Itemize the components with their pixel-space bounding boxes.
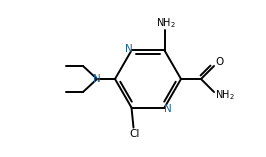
Text: N: N [93, 74, 101, 84]
Text: O: O [215, 57, 223, 67]
Text: NH$_2$: NH$_2$ [215, 88, 235, 102]
Text: N: N [125, 44, 132, 54]
Text: Cl: Cl [129, 129, 140, 139]
Text: N: N [164, 104, 171, 114]
Text: NH$_2$: NH$_2$ [156, 16, 176, 30]
